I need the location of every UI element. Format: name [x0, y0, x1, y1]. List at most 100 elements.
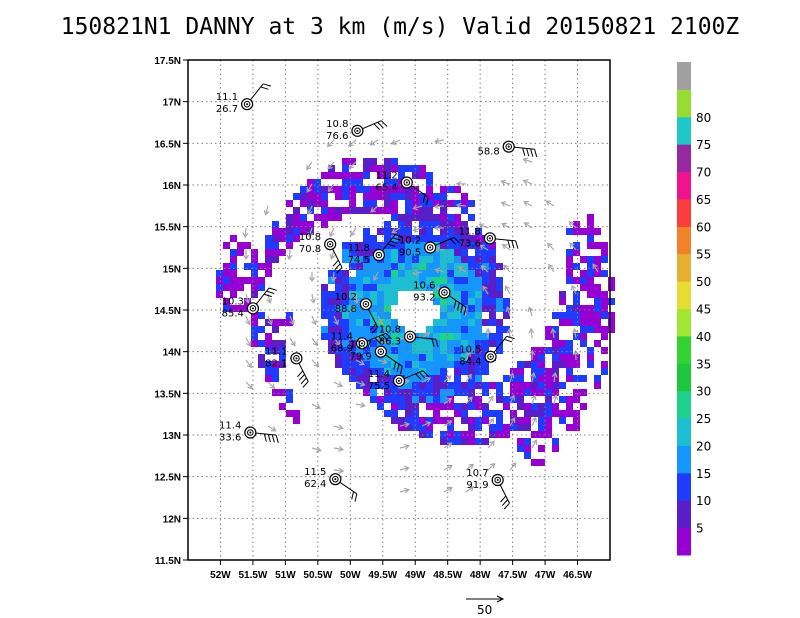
wind-arrow-head — [403, 487, 410, 494]
field-cell — [356, 305, 363, 312]
field-cell — [342, 186, 349, 193]
field-cell — [307, 200, 314, 207]
field-cell — [398, 333, 405, 340]
field-cell — [433, 417, 440, 424]
field-cell — [489, 242, 496, 249]
wind-arrow — [435, 139, 445, 143]
field-cell — [405, 165, 412, 172]
field-cell — [447, 221, 454, 228]
wind-arrow-head — [307, 209, 313, 216]
wind-arrow — [311, 403, 321, 409]
wind-arrow — [355, 359, 365, 365]
field-cell — [461, 361, 468, 368]
field-cell — [230, 263, 237, 270]
field-cell — [580, 256, 587, 263]
field-cell — [482, 333, 489, 340]
field-cell — [433, 298, 440, 305]
field-cell — [244, 242, 251, 249]
field-cell — [468, 403, 475, 410]
field-cell — [272, 340, 279, 347]
field-cell — [342, 249, 349, 256]
field-cell — [251, 284, 258, 291]
field-cell — [363, 368, 370, 375]
field-cell — [412, 263, 419, 270]
field-cell — [335, 305, 342, 312]
field-cell — [370, 326, 377, 333]
field-cell — [489, 424, 496, 431]
field-cell — [433, 277, 440, 284]
field-cell — [559, 354, 566, 361]
field-cell — [377, 375, 384, 382]
field-cell — [601, 305, 608, 312]
field-cell — [573, 298, 580, 305]
field-cell — [440, 186, 447, 193]
field-cell — [482, 438, 489, 445]
y-tick-label: 15N — [163, 264, 181, 275]
wind-arrow — [443, 398, 452, 405]
wind-arrow-head — [330, 276, 337, 283]
wind-arrow — [569, 221, 577, 229]
field-cell — [405, 193, 412, 200]
dropsonde-marker: 10.584.4 — [459, 335, 515, 368]
field-cell — [454, 368, 461, 375]
field-cell — [328, 326, 335, 333]
field-cell — [461, 431, 468, 438]
field-cell — [482, 291, 489, 298]
dropsonde-marker: 11.126.7 — [216, 83, 272, 115]
field-cell — [419, 235, 426, 242]
field-cell — [468, 312, 475, 319]
field-cell — [384, 312, 391, 319]
wind-arrow-head — [523, 200, 529, 207]
wind-arrow — [391, 139, 401, 145]
field-cell — [447, 186, 454, 193]
field-cell — [356, 277, 363, 284]
field-cell — [426, 214, 433, 221]
wind-arrow — [413, 205, 423, 210]
field-cell — [356, 333, 363, 340]
field-cell — [496, 305, 503, 312]
field-cell — [398, 172, 405, 179]
field-cell — [461, 193, 468, 200]
wind-arrow-head — [465, 350, 471, 357]
field-cell — [223, 277, 230, 284]
wind-arrow — [531, 417, 537, 427]
field-cell — [461, 326, 468, 333]
field-cell — [335, 186, 342, 193]
field-cell — [258, 263, 265, 270]
wind-arrow-head — [447, 486, 453, 493]
field-cell — [321, 172, 328, 179]
field-cell — [580, 270, 587, 277]
wind-arrow-head — [505, 306, 512, 313]
wind-arrow-head — [545, 200, 552, 206]
field-cell — [461, 319, 468, 326]
field-cell — [489, 333, 496, 340]
wind-arrow — [370, 139, 379, 146]
field-cell — [587, 291, 594, 298]
field-cell — [433, 270, 440, 277]
wind-arrow — [503, 264, 511, 273]
field-cell — [349, 179, 356, 186]
field-cell — [349, 347, 356, 354]
field-cell — [433, 256, 440, 263]
field-cell — [349, 361, 356, 368]
wind-arrow — [308, 227, 313, 237]
field-cell — [286, 242, 293, 249]
wind-arrow-head — [359, 380, 366, 387]
field-cell — [384, 354, 391, 361]
field-cell — [363, 193, 370, 200]
field-cell — [447, 200, 454, 207]
field-cell — [538, 417, 545, 424]
wind-arrow-head — [310, 298, 316, 304]
field-cell — [391, 200, 398, 207]
field-cell — [447, 403, 454, 410]
field-cell — [440, 298, 447, 305]
field-cell — [440, 326, 447, 333]
wind-arrow-head — [370, 207, 376, 213]
field-cell — [321, 207, 328, 214]
field-cell — [475, 270, 482, 277]
field-cell — [363, 284, 370, 291]
field-cell — [475, 375, 482, 382]
field-cell — [447, 347, 454, 354]
wind-arrow-head — [333, 319, 339, 326]
field-cell — [265, 375, 272, 382]
